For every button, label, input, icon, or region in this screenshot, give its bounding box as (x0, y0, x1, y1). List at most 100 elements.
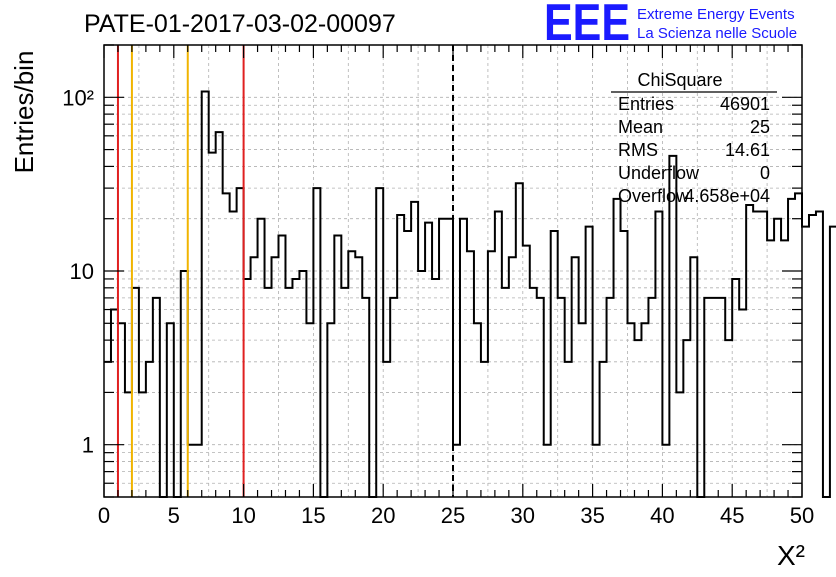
histogram-bin (641, 323, 648, 497)
histogram-line (104, 90, 836, 498)
histogram-bin (648, 298, 655, 497)
histogram-bin (593, 445, 600, 497)
histogram-bin (795, 193, 802, 497)
histogram-bin (397, 215, 404, 497)
plot-title: PATE-01-2017-03-02-00097 (84, 10, 396, 38)
histogram-bin (209, 153, 216, 497)
x-tick-label: 0 (98, 503, 110, 528)
histogram-bin (460, 219, 467, 497)
histogram-bin (669, 156, 676, 497)
histogram-bin (558, 298, 565, 497)
x-tick-label: 25 (441, 503, 465, 528)
y-tick-label: 10 (70, 259, 94, 284)
histogram-bin (230, 212, 237, 497)
histogram-bin (188, 445, 195, 497)
histogram-bin (495, 212, 502, 497)
histogram-bin (621, 231, 628, 497)
x-tick-label: 15 (301, 503, 325, 528)
histogram-bin (614, 199, 621, 497)
histogram-bin (662, 445, 669, 497)
histogram-bin (774, 219, 781, 497)
histogram-bin (704, 298, 711, 497)
histogram-bin (202, 91, 209, 497)
histogram-bin (474, 323, 481, 497)
histogram-bin (411, 202, 418, 497)
histogram-bin (690, 257, 697, 497)
histogram-bin (530, 288, 537, 497)
histogram-bin (292, 279, 299, 497)
histogram-bin (572, 257, 579, 497)
histogram-bin (404, 231, 411, 497)
y-tick-labels: 1 10 10² (62, 85, 94, 457)
histogram-bin (139, 392, 146, 497)
histogram-bin (195, 445, 202, 497)
x-tick-label: 10 (231, 503, 255, 528)
histogram-bin (216, 132, 223, 497)
histogram-bin (565, 362, 572, 497)
histogram-bin (439, 219, 446, 497)
histogram-bin (509, 257, 516, 497)
histogram-bin (586, 227, 593, 497)
histogram-series (104, 90, 836, 498)
histogram-bin (362, 298, 369, 497)
x-tick-label: 40 (650, 503, 674, 528)
histogram-bin (104, 362, 111, 497)
histogram-bin (376, 188, 383, 497)
histogram-bin (676, 392, 683, 497)
histogram-bin (272, 257, 279, 497)
histogram-bin (718, 298, 725, 497)
y-tick-label: 1 (82, 433, 94, 458)
histogram-bin (425, 223, 432, 497)
histogram-bin (516, 183, 523, 497)
histogram-bin (809, 215, 816, 497)
histogram-bin (446, 219, 453, 497)
stats-label-rms: RMS (618, 140, 658, 160)
histogram-bin (628, 323, 635, 497)
histogram-bin (802, 227, 809, 497)
x-tick-label: 45 (720, 503, 744, 528)
histogram-bin (655, 212, 662, 497)
axis-ticks (103, 44, 803, 498)
histogram-bin (265, 288, 272, 497)
histogram-bin (118, 323, 125, 497)
histogram-bin (153, 298, 160, 497)
histogram-bin (223, 193, 230, 497)
logo-caption-line2: La Scienza nelle Scuole (637, 25, 797, 42)
x-tick-label: 20 (371, 503, 395, 528)
histogram-bin (146, 362, 153, 497)
x-tick-labels: 0 5 10 15 20 25 30 35 40 45 50 (98, 503, 814, 528)
stats-value-underflow: 0 (760, 163, 770, 183)
histogram-bin (313, 188, 320, 497)
x-tick-label: 5 (168, 503, 180, 528)
histogram-bin (781, 240, 788, 497)
histogram-bin (348, 251, 355, 497)
histogram-bin (481, 362, 488, 497)
histogram-bin (285, 288, 292, 497)
histogram-bin (634, 340, 641, 497)
histogram-bin (760, 212, 767, 497)
x-axis-label: X² (777, 540, 805, 571)
histogram-bin (432, 279, 439, 497)
histogram-bin (181, 271, 188, 497)
histogram-bin (753, 212, 760, 497)
histogram-bin (244, 279, 251, 497)
histogram-bin (237, 188, 244, 497)
histogram-bin (453, 445, 460, 497)
histogram-bin (711, 298, 718, 497)
histogram-bin (383, 362, 390, 497)
histogram-bin (390, 298, 397, 497)
logo-caption-line1: Extreme Energy Events (637, 6, 795, 23)
y-axis-label: Entries/bin (9, 51, 39, 174)
histogram-bin (132, 288, 139, 497)
histogram-bin (258, 219, 265, 497)
histogram-bin (467, 251, 474, 497)
eee-logo: EEE (544, 0, 630, 52)
histogram-bin (418, 271, 425, 497)
stats-label-overflow: Overflow (618, 186, 690, 206)
histogram-bin (355, 257, 362, 497)
histogram-bin (299, 271, 306, 497)
histogram-bin (739, 310, 746, 497)
histogram-bin (579, 323, 586, 497)
stats-label-underflow: Underflow (618, 163, 700, 183)
